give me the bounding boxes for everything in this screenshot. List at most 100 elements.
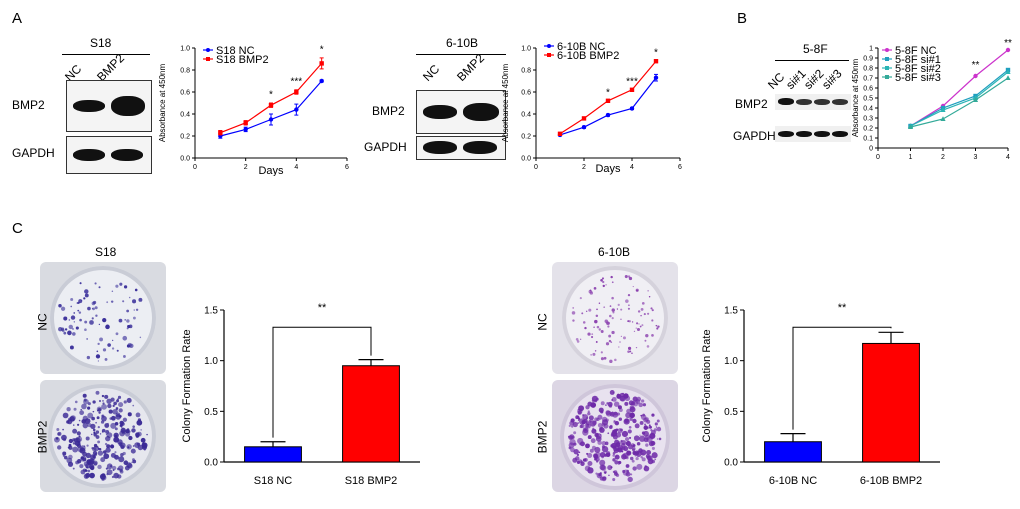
colony: [97, 407, 102, 412]
colony: [111, 290, 114, 292]
colony: [110, 397, 115, 402]
x-tick-label: S18 BMP2: [345, 475, 398, 487]
colony: [89, 472, 95, 479]
colony: [651, 452, 658, 459]
colony: [615, 455, 617, 457]
colony: [632, 444, 636, 447]
data-point: [268, 103, 274, 108]
colony: [632, 466, 637, 471]
colony: [632, 448, 636, 452]
blot-row-label: BMP2: [12, 98, 45, 112]
colony: [573, 431, 577, 435]
colony: [584, 423, 590, 428]
colony: [607, 325, 610, 328]
colony: [118, 456, 125, 463]
colony: [644, 434, 651, 440]
colony: [595, 341, 598, 343]
colony: [123, 400, 127, 404]
colony: [101, 414, 104, 417]
colony: [90, 465, 95, 471]
colony: [625, 464, 630, 468]
series-line: [910, 77, 1009, 128]
colony: [583, 420, 587, 424]
colony-dots: [54, 390, 148, 481]
blot-band: [796, 131, 812, 137]
colony: [595, 452, 602, 459]
colony: [599, 459, 606, 466]
colony: [590, 402, 597, 408]
cck8-chart-6-10b: 0.0 0.2 0.4 0.6 0.8 1.0 0 2 4 6 Absorbance at 450n…: [501, 41, 682, 175]
colony: [580, 460, 583, 463]
colony: [635, 450, 642, 457]
colony: [101, 403, 107, 410]
colony: [112, 408, 118, 415]
colony: [106, 444, 111, 449]
legend-label: 5-8F NC: [895, 45, 937, 57]
colony: [76, 302, 79, 304]
colony: [625, 412, 632, 419]
colony: [132, 316, 136, 320]
colony: [62, 451, 67, 456]
colony: [606, 451, 611, 456]
significance-mark: ***: [626, 76, 638, 87]
colony: [87, 406, 91, 410]
colony: [582, 458, 587, 462]
x-tick-label: 6-10B NC: [769, 475, 817, 487]
colony: [100, 420, 105, 424]
colony: [655, 324, 658, 327]
y-tick-label: 0.4: [863, 106, 873, 113]
colony: [587, 410, 590, 413]
data-point: [605, 98, 611, 103]
colony: [620, 428, 623, 432]
colony: [613, 401, 620, 407]
colony: [92, 410, 95, 413]
colony: [640, 314, 642, 317]
y-tick-label: 1.0: [204, 356, 218, 367]
colony: [119, 468, 123, 473]
colony: [591, 428, 597, 434]
blot-row-label: BMP2: [735, 97, 768, 111]
colony: [607, 432, 610, 435]
x-tick-label: 1: [909, 154, 913, 160]
colony: [641, 399, 645, 403]
legend-label: S18 NC: [216, 45, 255, 57]
colony: [576, 460, 581, 465]
colony: [87, 412, 94, 419]
colony: [572, 319, 575, 322]
colony: [607, 465, 613, 471]
colony: [102, 400, 104, 402]
colony: [628, 425, 632, 429]
colony: [57, 431, 62, 436]
colony: [600, 351, 603, 354]
colony: [114, 427, 118, 431]
colony: [101, 394, 105, 398]
colony: [632, 418, 637, 424]
colony: [620, 318, 622, 320]
colony: [651, 319, 654, 322]
colony: [103, 453, 110, 460]
bar: [764, 441, 822, 463]
colony: [76, 459, 82, 464]
data-point: [940, 116, 946, 121]
y-axis-label: Absorbance at 450nm: [158, 64, 167, 143]
colony: [620, 308, 623, 311]
colony: [75, 437, 79, 441]
colony-chart-6-10b: 0.0 0.5 1.0 1.5 Colony Formation Rate 6-10B N…: [701, 302, 940, 487]
colony: [569, 438, 576, 446]
x-tick-label: 6: [345, 164, 349, 171]
colony: [598, 302, 601, 305]
colony: [105, 429, 110, 434]
data-point: [605, 112, 611, 118]
colony: [101, 477, 105, 481]
colony: [641, 324, 644, 327]
colony: [638, 402, 644, 408]
data-point: [294, 107, 299, 112]
colony: [578, 418, 586, 425]
colony: [644, 423, 647, 426]
colony: [587, 332, 591, 336]
colony: [587, 452, 593, 458]
colony: [74, 400, 78, 404]
colony: [62, 454, 65, 457]
colony: [80, 299, 83, 302]
colony: [98, 286, 101, 289]
